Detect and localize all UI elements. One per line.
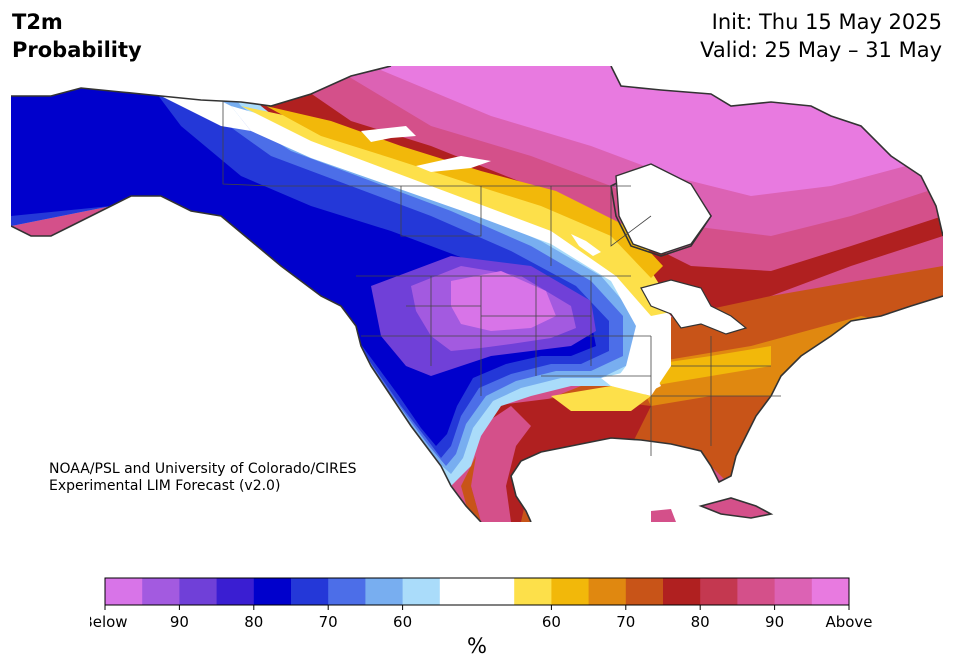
colorbar-tick-label: 90 xyxy=(765,613,784,631)
colorbar-swatch xyxy=(439,578,478,605)
great-bear-lake xyxy=(361,126,416,142)
colorbar-tick-label: 60 xyxy=(393,613,412,631)
valid-date: Valid: 25 May – 31 May xyxy=(700,38,942,62)
colorbar-swatch xyxy=(402,578,441,605)
colorbar-swatches xyxy=(105,578,850,605)
hudson-bay-water xyxy=(615,163,712,255)
colorbar-unit: % xyxy=(467,634,487,658)
colorbar-labels: Below 90 80 70 60 60 70 80 90 Above xyxy=(90,613,873,631)
colorbar-swatch xyxy=(477,578,515,605)
colorbar-swatch xyxy=(179,578,218,605)
colorbar-swatch xyxy=(700,578,738,605)
colorbar-tick-label: Below xyxy=(90,613,128,631)
colorbar-swatch xyxy=(811,578,850,605)
colorbar-swatch xyxy=(328,578,366,605)
colorbar-swatch xyxy=(737,578,776,605)
great-lakes-water xyxy=(640,279,748,335)
lake-winnipeg xyxy=(571,234,601,256)
colorbar-swatch xyxy=(625,578,664,605)
colorbar-swatch xyxy=(291,578,329,605)
colorbar-swatch xyxy=(588,578,627,605)
colorbar-swatch xyxy=(142,578,180,605)
colorbar-swatch xyxy=(551,578,590,605)
probability-map xyxy=(11,66,943,522)
colorbar-tick-label: 70 xyxy=(319,613,338,631)
colorbar-tick-label: Above xyxy=(825,613,872,631)
colorbar-swatch xyxy=(216,578,255,605)
colorbar-tick-label: 60 xyxy=(542,613,561,631)
colorbar-tick-label: 90 xyxy=(170,613,189,631)
colorbar-swatch xyxy=(514,578,552,605)
date-info: Init: Thu 15 May 2025 Valid: 25 May – 31… xyxy=(700,8,942,64)
colorbar-swatch xyxy=(105,578,143,605)
colorbar-ticks xyxy=(104,605,850,610)
credit-institution: NOAA/PSL and University of Colorado/CIRE… xyxy=(49,461,357,477)
credit-text: NOAA/PSL and University of Colorado/CIRE… xyxy=(49,461,357,495)
political-boundaries xyxy=(222,102,781,456)
colorbar: Below 90 80 70 60 60 70 80 90 Above xyxy=(90,577,873,631)
colorbar-swatch xyxy=(365,578,404,605)
colorbar-tick-label: 80 xyxy=(244,613,263,631)
colorbar-frame xyxy=(104,577,850,606)
colorbar-swatch xyxy=(663,578,701,605)
init-date: Init: Thu 15 May 2025 xyxy=(711,10,942,34)
great-slave-lake xyxy=(416,156,491,172)
chart-title: T2m Probability xyxy=(12,8,142,64)
credit-product: Experimental LIM Forecast (v2.0) xyxy=(49,478,281,494)
colorbar-swatch xyxy=(774,578,813,605)
colorbar-tick-label: 70 xyxy=(616,613,635,631)
title-type: Probability xyxy=(12,38,142,62)
title-variable: T2m xyxy=(12,10,63,34)
colorbar-tick-label: 80 xyxy=(691,613,710,631)
colorbar-swatch xyxy=(253,578,292,605)
